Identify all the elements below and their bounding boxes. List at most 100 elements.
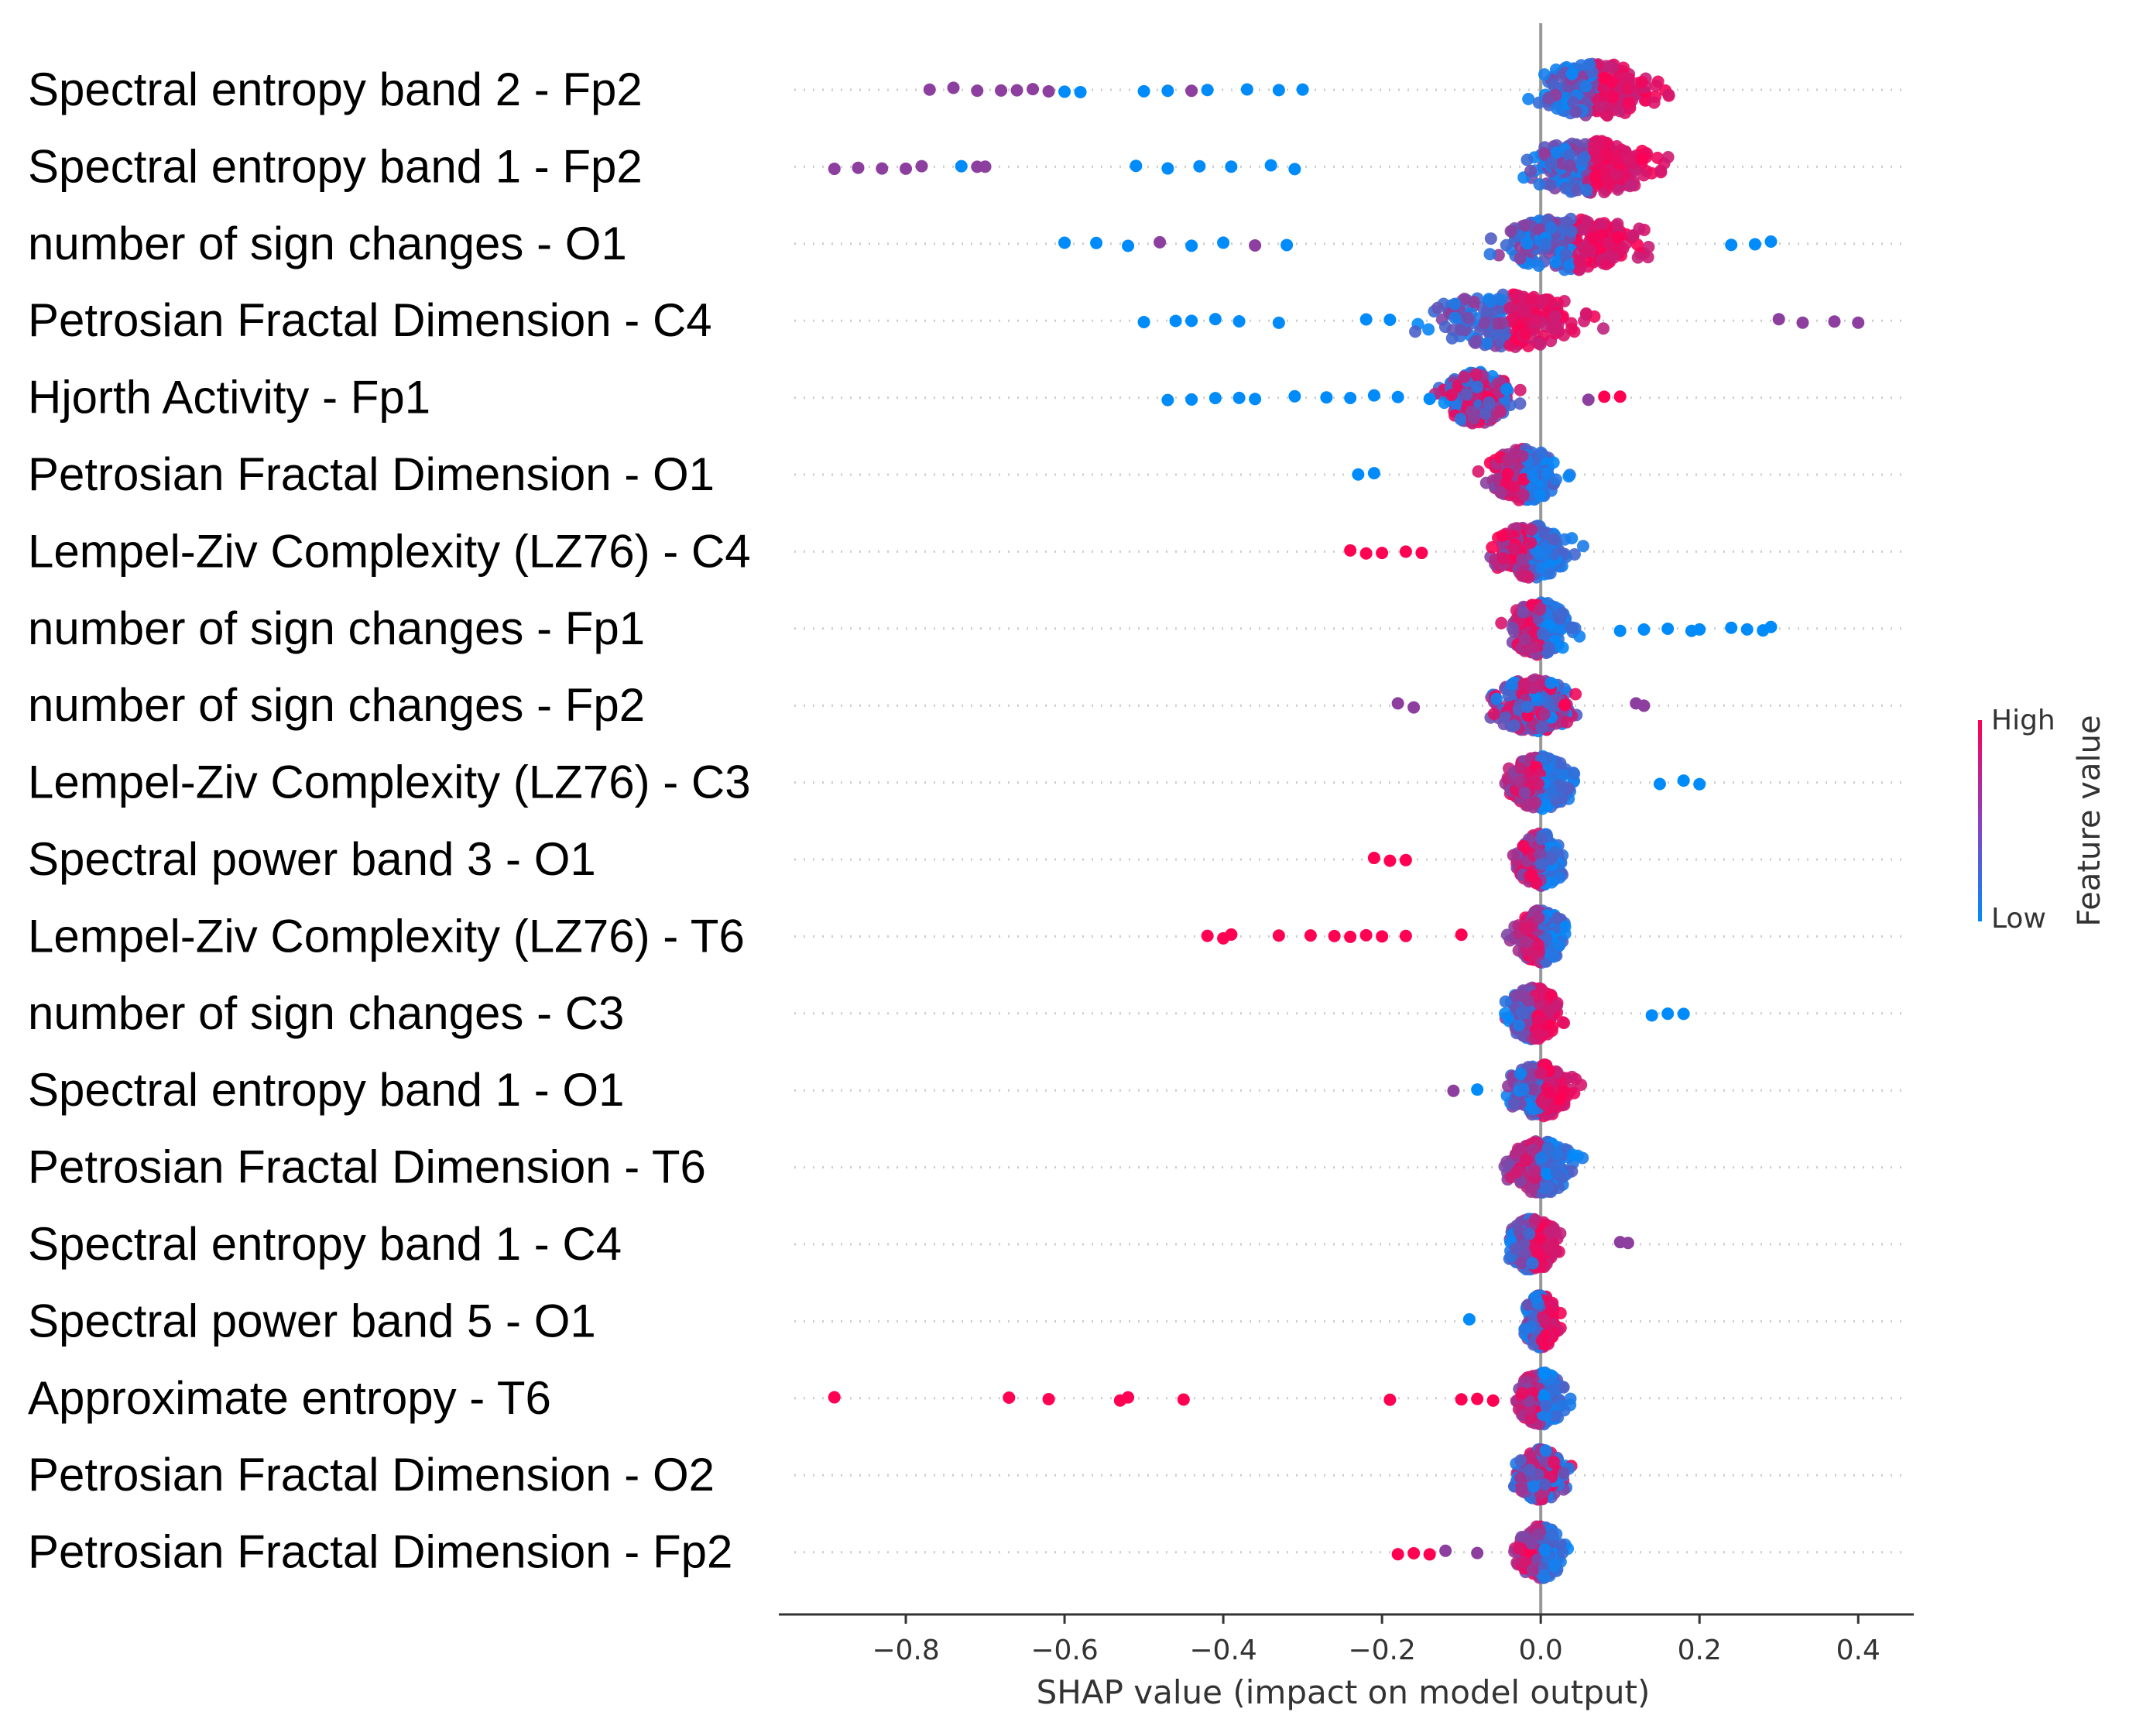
data-point xyxy=(1501,467,1514,480)
feature-points xyxy=(1499,981,1690,1046)
data-point xyxy=(1458,293,1471,306)
data-point xyxy=(1510,1165,1523,1178)
data-point xyxy=(1725,238,1738,252)
data-point xyxy=(1483,248,1496,261)
data-point xyxy=(1074,85,1087,98)
feature-label: Hjorth Activity - Fp1 xyxy=(28,372,430,424)
feature-points xyxy=(1499,750,1706,815)
data-point xyxy=(1471,1546,1484,1559)
data-point xyxy=(1555,1398,1568,1412)
data-point xyxy=(1352,468,1365,481)
data-point xyxy=(1423,1548,1436,1561)
data-point xyxy=(1620,149,1634,163)
data-point xyxy=(1344,544,1357,557)
data-point xyxy=(1515,1257,1528,1270)
data-point xyxy=(1538,708,1551,721)
data-point xyxy=(1137,84,1150,98)
feature-label: Spectral entropy band 1 - Fp2 xyxy=(28,140,643,192)
data-point xyxy=(1651,151,1664,164)
data-point xyxy=(1611,218,1624,231)
data-point xyxy=(1566,1148,1579,1161)
data-point xyxy=(1500,238,1513,252)
data-point xyxy=(1130,160,1143,173)
data-point xyxy=(1519,1153,1532,1166)
data-point xyxy=(1499,712,1512,725)
data-point xyxy=(1565,67,1579,81)
data-point xyxy=(1391,1548,1404,1561)
data-point xyxy=(1499,995,1512,1008)
data-point xyxy=(1558,698,1571,712)
data-point xyxy=(1524,1450,1537,1463)
data-point xyxy=(1520,935,1533,949)
feature-points xyxy=(1391,1520,1575,1584)
data-point xyxy=(1484,295,1497,308)
data-point xyxy=(1518,786,1531,799)
data-point xyxy=(1504,225,1517,238)
data-point xyxy=(1524,1185,1538,1198)
data-point xyxy=(1512,775,1525,788)
data-point xyxy=(1122,239,1135,252)
data-point xyxy=(1508,448,1521,461)
data-point xyxy=(1635,75,1648,88)
data-point xyxy=(1637,699,1651,712)
data-point xyxy=(1542,1086,1555,1100)
data-point xyxy=(1544,567,1557,580)
data-point xyxy=(1568,767,1581,781)
data-point xyxy=(1551,102,1564,115)
data-point xyxy=(1137,315,1150,328)
data-point xyxy=(1538,1478,1551,1491)
data-point xyxy=(1185,84,1198,98)
feature-label: Lempel-Ziv Complexity (LZ76) - C3 xyxy=(28,756,751,808)
data-point xyxy=(1725,621,1738,634)
data-point xyxy=(1545,1237,1558,1250)
data-point xyxy=(1560,715,1573,729)
data-point xyxy=(852,161,865,174)
data-point xyxy=(1772,313,1785,326)
data-point xyxy=(1547,79,1560,92)
feature-points xyxy=(1447,1058,1588,1123)
feature-label: Petrosian Fractal Dimension - O1 xyxy=(28,448,715,500)
data-point xyxy=(828,163,841,176)
data-point xyxy=(1471,1392,1484,1405)
data-point xyxy=(1631,251,1644,264)
data-point xyxy=(1636,153,1649,166)
data-point xyxy=(1518,1007,1531,1020)
data-point xyxy=(1564,1392,1577,1405)
data-point xyxy=(915,160,928,173)
x-tick-label: −0.6 xyxy=(1030,1635,1098,1666)
data-point xyxy=(1578,314,1591,328)
feature-points xyxy=(828,135,1675,199)
data-point xyxy=(1528,1165,1541,1178)
data-point xyxy=(1527,469,1540,482)
data-point xyxy=(1565,1070,1579,1083)
data-point xyxy=(1391,697,1404,710)
data-point xyxy=(1553,1093,1566,1106)
data-point xyxy=(1431,301,1445,314)
data-point xyxy=(1492,317,1505,330)
feature-label: Petrosian Fractal Dimension - O2 xyxy=(28,1449,715,1501)
data-point xyxy=(1225,928,1238,941)
data-point xyxy=(1519,305,1532,318)
data-point xyxy=(1185,314,1198,328)
data-point xyxy=(1344,930,1357,943)
data-point xyxy=(1445,389,1458,402)
data-point xyxy=(1544,676,1558,689)
data-point xyxy=(1530,1292,1543,1305)
data-point xyxy=(1496,552,1510,565)
data-point xyxy=(1232,315,1246,328)
data-point xyxy=(1532,911,1545,925)
data-point xyxy=(1520,237,1534,250)
data-point xyxy=(1575,1079,1588,1092)
data-point xyxy=(1645,1009,1658,1022)
data-point xyxy=(1487,707,1500,720)
data-point xyxy=(1514,1067,1527,1080)
data-point xyxy=(1578,151,1591,164)
data-point xyxy=(1208,313,1222,326)
data-point xyxy=(1569,105,1582,118)
data-point xyxy=(979,160,992,173)
data-point xyxy=(1555,606,1568,619)
data-point xyxy=(1534,603,1547,616)
data-point xyxy=(1677,774,1690,787)
data-point xyxy=(1540,1408,1553,1422)
data-point xyxy=(1526,1257,1539,1270)
